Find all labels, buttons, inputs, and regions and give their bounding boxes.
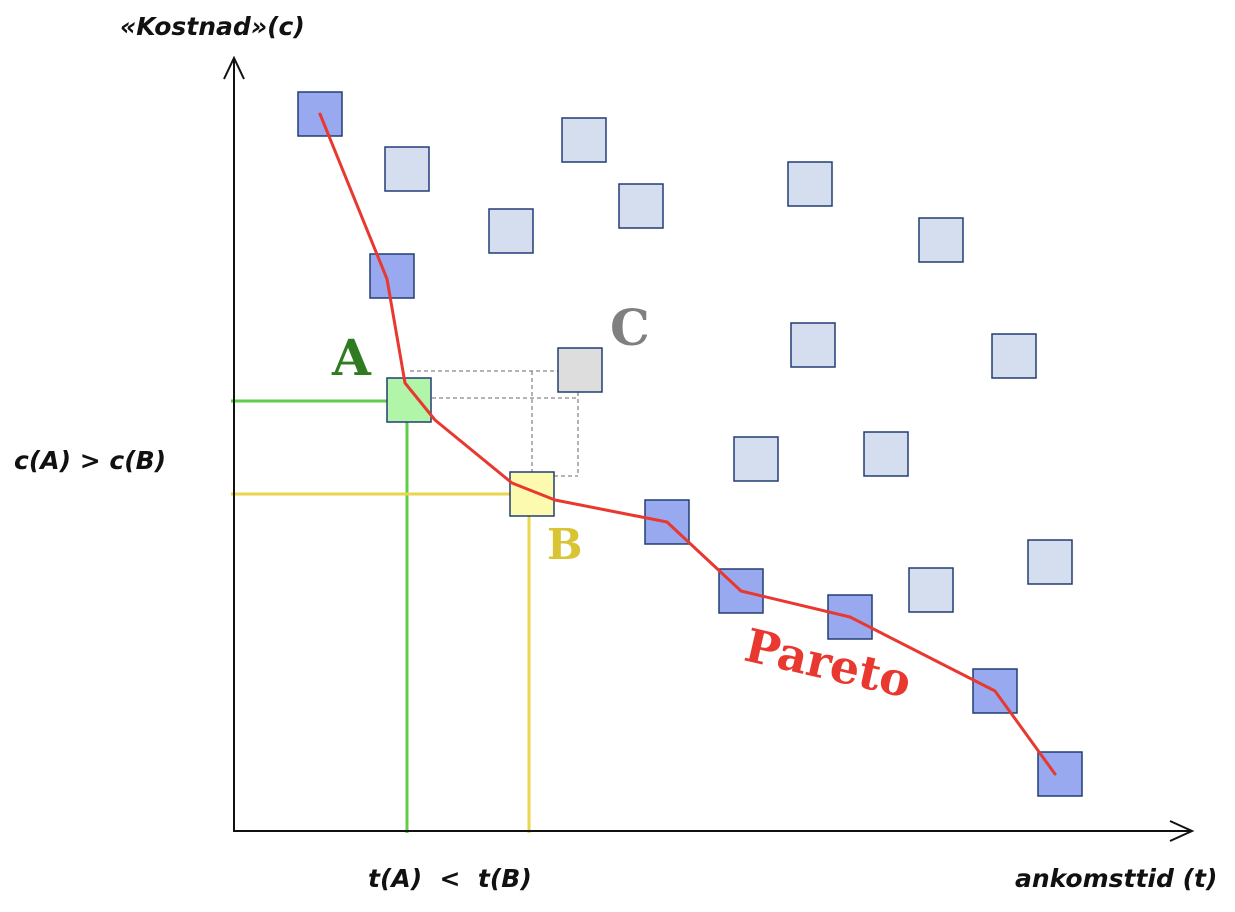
dominated-solution-box: [991, 333, 1037, 379]
y-axis-label: «Kostnad»(c): [120, 12, 305, 41]
x-axis-arrowhead: [1169, 820, 1195, 842]
pareto-solution-box: [369, 253, 415, 299]
dominated-solution-box: [787, 161, 833, 207]
guide-lines: [231, 399, 531, 833]
axes: [223, 55, 1195, 842]
point-b-label: B: [547, 520, 583, 569]
x-axis-label: ankomsttid (t): [1015, 864, 1218, 893]
point-a-label: A: [332, 328, 371, 387]
solution-a-box: [386, 377, 432, 423]
dominated-solution-box: [1027, 539, 1073, 585]
dominated-solution-box: [863, 431, 909, 477]
dominated-solution-box: [384, 146, 430, 192]
dominated-solution-box: [733, 436, 779, 482]
dominated-solution-box: [561, 117, 607, 163]
dominated-solution-box: [908, 567, 954, 613]
time-comparison-label: t(A) < t(B): [368, 864, 532, 893]
dominated-solutions: [384, 117, 1073, 613]
dominated-solution-box: [618, 183, 664, 229]
dominance-dashed-box: [410, 370, 579, 477]
dominated-solution-box: [488, 208, 534, 254]
pareto-front-polyline: [318, 112, 1057, 776]
cost-comparison-label: c(A) > c(B): [14, 446, 167, 475]
pareto-front-line: [318, 112, 1057, 776]
y-axis-arrowhead: [223, 55, 245, 80]
solution-c-box: [557, 347, 603, 393]
point-c-label: C: [610, 298, 650, 357]
pareto-solutions: [297, 91, 1083, 797]
dominated-solution-box: [790, 322, 836, 368]
solution-b-box: [509, 471, 555, 517]
dominated-solution-box: [918, 217, 964, 263]
highlighted-solutions: [386, 347, 603, 517]
pareto-solution-box: [827, 594, 873, 640]
